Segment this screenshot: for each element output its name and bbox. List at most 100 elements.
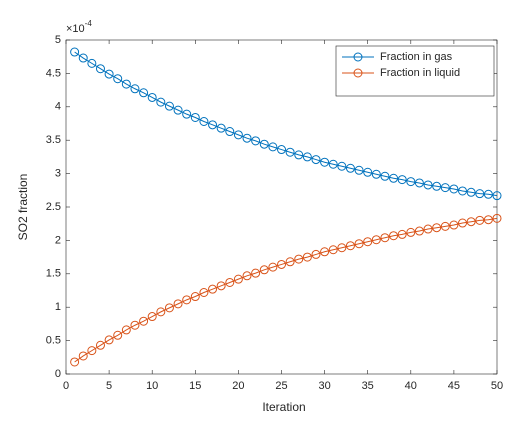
data-point — [432, 181, 442, 191]
data-point — [277, 145, 286, 155]
y-tick-label: 3 — [55, 168, 61, 180]
data-point — [380, 233, 390, 243]
data-point — [182, 109, 192, 119]
series-line — [74, 51, 498, 197]
data-point — [190, 292, 200, 302]
data-point — [95, 64, 105, 74]
data-point — [371, 169, 381, 179]
data-point — [285, 257, 295, 267]
data-point — [225, 127, 235, 137]
y-tick-label: 2 — [55, 234, 61, 246]
data-point — [449, 184, 459, 194]
data-point — [414, 178, 424, 188]
data-point — [354, 239, 364, 249]
data-point — [414, 226, 424, 236]
data-point — [458, 218, 468, 228]
data-point — [70, 47, 80, 57]
data-point — [251, 268, 261, 278]
x-tick-label: 45 — [448, 380, 460, 392]
data-point — [483, 215, 493, 225]
data-point — [492, 191, 502, 201]
data-point — [104, 335, 114, 345]
data-point — [259, 139, 269, 149]
data-point — [423, 180, 433, 190]
data-point — [389, 173, 399, 183]
data-point — [475, 189, 485, 199]
data-point — [130, 84, 140, 94]
x-tick-label: 25 — [275, 380, 287, 392]
legend-box — [335, 45, 495, 97]
data-point — [302, 252, 312, 262]
data-point — [397, 229, 407, 239]
data-point — [242, 133, 252, 143]
y-tick-label: 2.5 — [46, 201, 61, 213]
data-point — [208, 120, 218, 130]
data-point — [345, 163, 355, 173]
data-point — [406, 227, 416, 237]
y-axis-label: SO2 fraction — [16, 174, 30, 241]
x-tick-label: 50 — [491, 380, 503, 392]
data-point — [380, 171, 390, 181]
data-point — [363, 237, 373, 247]
data-point — [147, 92, 157, 102]
data-point — [328, 159, 338, 169]
y-scale-label: ×10-4 — [66, 19, 92, 35]
data-point — [121, 325, 131, 335]
data-point — [156, 97, 166, 107]
data-point — [78, 351, 88, 361]
x-tick-label: 40 — [405, 380, 417, 392]
data-point — [363, 167, 373, 177]
x-tick-label: 10 — [146, 380, 158, 392]
data-point — [423, 224, 433, 234]
y-scale-exponent: -4 — [85, 19, 93, 28]
x-tick-label: 30 — [318, 380, 330, 392]
data-point — [440, 183, 450, 193]
data-point — [173, 105, 183, 115]
x-tick-label: 5 — [106, 380, 112, 392]
data-point — [233, 130, 243, 140]
data-point — [113, 330, 123, 340]
data-point — [199, 116, 209, 126]
y-tick-label: 3.5 — [46, 134, 61, 146]
data-point — [156, 307, 166, 317]
data-point — [320, 157, 330, 167]
legend-label: Fraction in liquid — [380, 67, 460, 79]
data-point — [208, 284, 218, 294]
data-point — [354, 165, 364, 175]
data-point — [466, 217, 476, 227]
data-point — [164, 303, 174, 313]
data-point — [389, 231, 399, 241]
y-tick-label: 4 — [55, 101, 61, 113]
data-point — [259, 265, 269, 275]
y-scale-base: ×10 — [66, 23, 85, 35]
y-tick-label: 0 — [55, 368, 61, 380]
data-point — [139, 88, 149, 98]
data-point — [458, 186, 468, 196]
data-point — [268, 262, 278, 272]
data-point — [242, 271, 252, 281]
data-point — [173, 299, 183, 309]
data-point — [130, 320, 140, 330]
data-point — [70, 357, 80, 367]
data-point — [397, 175, 407, 185]
series-line — [74, 217, 498, 363]
data-point — [78, 53, 88, 63]
data-point — [216, 281, 226, 291]
legend-marker — [353, 68, 363, 78]
data-point — [233, 274, 243, 284]
data-point — [294, 254, 304, 264]
data-point — [285, 147, 295, 157]
data-point — [311, 249, 321, 259]
data-point — [328, 245, 338, 255]
data-point — [190, 112, 200, 122]
y-tick-label: 0.5 — [46, 335, 61, 347]
x-tick-label: 20 — [232, 380, 244, 392]
x-tick-label: 0 — [63, 380, 69, 392]
x-axis-label: Iteration — [262, 400, 305, 414]
data-point — [492, 213, 502, 223]
data-point — [483, 189, 493, 199]
data-point — [121, 79, 131, 89]
y-tick-label: 1 — [55, 301, 61, 313]
y-tick-label: 4.5 — [46, 67, 61, 79]
